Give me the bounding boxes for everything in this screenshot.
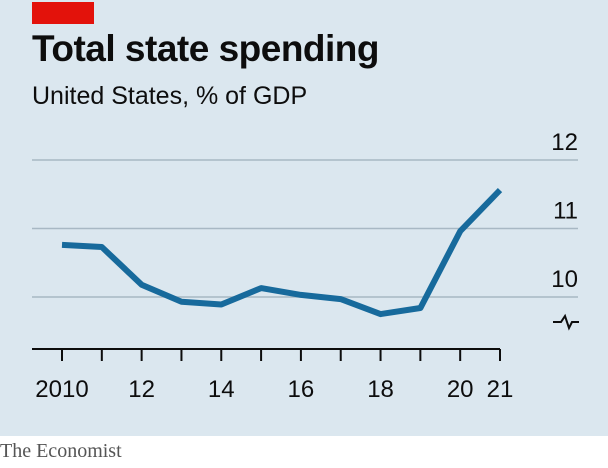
x-tick-label-2010: 2010 bbox=[35, 376, 88, 403]
brand-tag bbox=[32, 2, 94, 24]
axis-break-icon bbox=[553, 313, 579, 331]
y-tick-label-11: 11 bbox=[553, 198, 578, 225]
y-tick-label-12: 12 bbox=[551, 129, 578, 156]
x-tick-label-2018: 18 bbox=[367, 376, 394, 403]
x-tick-label-2021: 21 bbox=[487, 376, 514, 403]
x-tick-label-2016: 16 bbox=[288, 376, 315, 403]
y-tick-labels: 10 11 12 bbox=[551, 129, 578, 293]
chart-panel: Total state spending United States, % of… bbox=[0, 0, 608, 436]
gridlines bbox=[32, 159, 578, 298]
x-tick-label-2012: 12 bbox=[128, 376, 155, 403]
series-lines bbox=[61, 188, 503, 318]
source-credit: The Economist bbox=[0, 440, 122, 462]
x-tick-label-2014: 14 bbox=[208, 376, 235, 403]
plot-area: 10 11 12 2010 12 14 16 18 20 21 bbox=[32, 129, 579, 403]
axis-break-symbol bbox=[553, 313, 579, 331]
x-axis: 2010 12 14 16 18 20 21 bbox=[32, 348, 514, 403]
y-tick-label-10: 10 bbox=[551, 266, 578, 293]
series-line-0 bbox=[61, 188, 503, 318]
x-tick-label-2020: 20 bbox=[447, 376, 474, 403]
chart-title: Total state spending bbox=[32, 28, 380, 69]
chart-subtitle: United States, % of GDP bbox=[32, 82, 308, 110]
